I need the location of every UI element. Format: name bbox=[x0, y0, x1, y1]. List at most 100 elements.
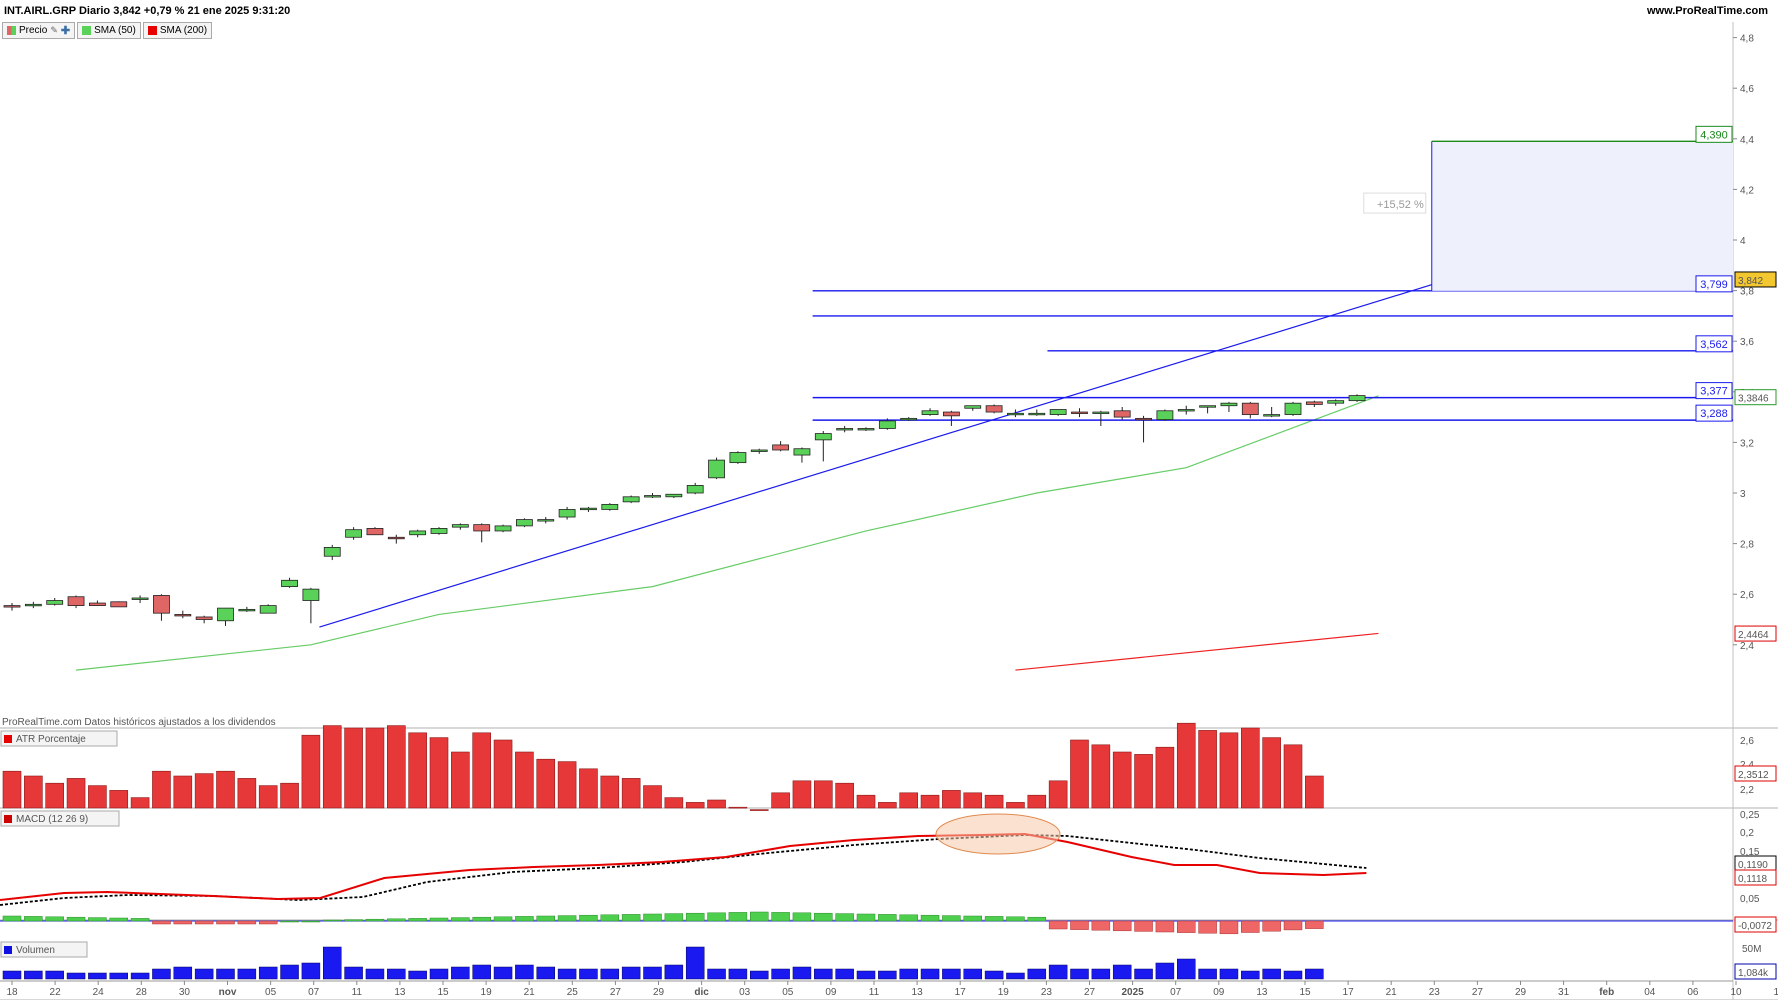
volume-bar bbox=[1155, 962, 1175, 980]
date-tick-label: nov bbox=[219, 987, 237, 998]
atr-bar bbox=[1112, 751, 1132, 809]
macd-signal-line bbox=[0, 834, 1367, 906]
date-tick-label: 28 bbox=[136, 987, 148, 998]
legend-sma200[interactable]: SMA (200) bbox=[142, 22, 213, 39]
atr-bar bbox=[899, 792, 919, 809]
candle-body bbox=[1049, 409, 1067, 415]
candle-body bbox=[110, 601, 128, 608]
macd-hist-bar bbox=[408, 918, 427, 922]
macd-hist-bar bbox=[515, 916, 534, 922]
macd-hist-bar bbox=[664, 913, 684, 922]
atr-bar bbox=[109, 790, 129, 809]
source-link[interactable]: www.ProRealTime.com bbox=[1646, 5, 1768, 17]
volume-bar bbox=[472, 964, 491, 980]
date-tick-label: 15 bbox=[1299, 987, 1311, 998]
candle-body bbox=[1071, 411, 1088, 414]
atr-bar bbox=[984, 794, 1004, 809]
candle-body bbox=[323, 546, 341, 557]
atr-bar bbox=[621, 778, 641, 809]
candle-body bbox=[558, 509, 576, 518]
volume-bar bbox=[408, 970, 427, 980]
date-tick-label: 29 bbox=[653, 987, 665, 998]
volume-bar bbox=[963, 968, 982, 980]
macd-hist-bar bbox=[1198, 920, 1217, 934]
price-tick-label: 2,4 bbox=[1740, 641, 1754, 652]
macd-tick-label: 0,25 bbox=[1740, 810, 1760, 821]
volume-bar bbox=[451, 966, 470, 980]
candle-body bbox=[943, 411, 960, 417]
candle-body bbox=[665, 493, 683, 498]
candle-body bbox=[836, 428, 854, 431]
macd-hist-bar bbox=[429, 917, 449, 922]
volume-bar bbox=[557, 968, 577, 980]
volume-bar bbox=[2, 970, 22, 980]
volume-bar bbox=[643, 966, 662, 980]
atr-bar bbox=[280, 782, 299, 809]
volume-bar bbox=[600, 968, 620, 980]
macd-hist-bar bbox=[557, 915, 577, 922]
date-tick-label: 30 bbox=[179, 987, 191, 998]
legend-price[interactable]: Precio ✎ ✚ bbox=[2, 22, 76, 39]
macd-hist-bar bbox=[621, 914, 641, 922]
volume-bar bbox=[365, 968, 385, 980]
atr-bar bbox=[1241, 727, 1260, 809]
volume-bar bbox=[1070, 968, 1089, 980]
candle-body bbox=[793, 448, 811, 456]
level-label-box bbox=[1695, 382, 1733, 400]
atr-bar bbox=[451, 751, 470, 809]
date-tick-label: 12 bbox=[1774, 987, 1778, 998]
legend-sma50[interactable]: SMA (50) bbox=[77, 22, 141, 39]
date-tick-label: feb bbox=[1599, 987, 1614, 998]
wrench-icon[interactable]: ✎ bbox=[50, 25, 58, 35]
volume-bar bbox=[984, 970, 1004, 980]
atr-bar bbox=[493, 739, 513, 809]
macd-hist-bar bbox=[878, 914, 897, 922]
atr-bar bbox=[963, 792, 983, 809]
chart-header: INT.AIRL.GRP Diario 3,842 +0,79 % 21 ene… bbox=[0, 0, 1778, 22]
macd-hist-bar bbox=[643, 913, 662, 922]
add-icon[interactable]: ✚ bbox=[60, 25, 71, 37]
macd-hist-bar bbox=[835, 913, 854, 922]
candle-body bbox=[387, 536, 405, 540]
price-tick-label: 2,6 bbox=[1740, 590, 1754, 601]
volume-bar bbox=[45, 970, 64, 980]
price-swatch bbox=[7, 26, 16, 35]
volume-bar bbox=[728, 968, 748, 980]
sma50-line bbox=[75, 395, 1379, 671]
atr-tick-label: 2,2 bbox=[1740, 785, 1754, 796]
date-tick-label: 2025 bbox=[1121, 987, 1144, 998]
macd-hist-bar bbox=[130, 918, 150, 922]
atr-bar bbox=[237, 778, 257, 809]
candle-body bbox=[131, 597, 149, 600]
date-tick-label: dic bbox=[694, 987, 709, 998]
atr-bar bbox=[643, 785, 662, 809]
atr-bar bbox=[685, 802, 705, 809]
chart-title: INT.AIRL.GRP Diario 3,842 +0,79 % 21 ene… bbox=[4, 5, 291, 17]
date-tick-label: 19 bbox=[998, 987, 1010, 998]
atr-title: ATR Porcentaje bbox=[16, 734, 86, 745]
atr-bar bbox=[515, 751, 534, 809]
atr-bar bbox=[664, 797, 684, 809]
macd-hist-bar bbox=[365, 918, 385, 922]
sma50-swatch bbox=[82, 26, 92, 35]
volume-bar bbox=[323, 946, 342, 980]
atr-bar bbox=[1070, 739, 1089, 809]
candle-body bbox=[580, 507, 597, 511]
price-legend: Precio ✎ ✚ SMA (50) SMA (200) bbox=[2, 22, 213, 39]
sma50-tag-box bbox=[1734, 389, 1777, 406]
macd-hist-bar bbox=[1006, 916, 1025, 922]
volume-last-tag-box bbox=[1734, 963, 1777, 980]
macd-hist-bar bbox=[1305, 920, 1324, 929]
candle-body bbox=[1156, 410, 1174, 421]
candle-body bbox=[601, 503, 619, 510]
date-tick-label: 23 bbox=[1429, 987, 1441, 998]
macd-hist-bar bbox=[88, 917, 107, 922]
atr-legend-box bbox=[0, 730, 118, 747]
candle-body bbox=[494, 525, 512, 532]
atr-bar bbox=[579, 768, 598, 809]
candle-body bbox=[516, 519, 533, 527]
price-tick-label: 2,8 bbox=[1740, 540, 1754, 551]
atr-bar bbox=[386, 725, 406, 809]
volume-bar bbox=[835, 968, 854, 980]
